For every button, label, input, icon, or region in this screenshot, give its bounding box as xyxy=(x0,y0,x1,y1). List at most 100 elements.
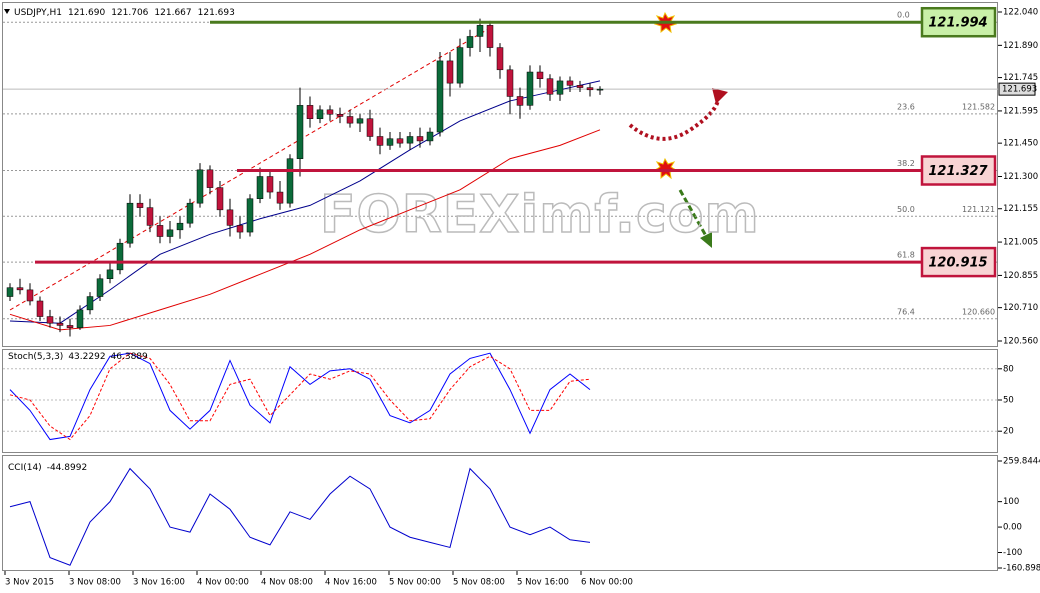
fib-level: 76.4 xyxy=(897,307,915,316)
candle-body xyxy=(186,202,194,224)
candle-body xyxy=(596,88,604,91)
candle-body xyxy=(216,187,224,211)
indicator-title: CCI(14) xyxy=(8,463,42,473)
fib-level: 0.0 xyxy=(897,11,910,20)
y-tick-label: 121.005 xyxy=(1003,238,1038,248)
candle-body xyxy=(86,296,94,311)
candle-body xyxy=(166,229,174,237)
x-tick-label: 4 Nov 16:00 xyxy=(325,578,377,588)
candle-body xyxy=(276,191,284,204)
up-arrow xyxy=(628,95,721,141)
candle-body xyxy=(366,118,374,137)
candle-body xyxy=(346,116,354,124)
chart-header: USDJPY,H1 121.690 121.706 121.667 121.693 xyxy=(14,8,235,18)
candle-body xyxy=(226,209,234,226)
y-tick-label: 259.8444 xyxy=(1003,457,1040,467)
candle-body xyxy=(176,222,184,231)
candle-body xyxy=(536,71,544,79)
y-tick-label: 120.710 xyxy=(1003,303,1038,313)
level-label: 120.915 xyxy=(928,256,987,271)
menu-triangle xyxy=(4,9,10,14)
x-tick-label: 3 Nov 16:00 xyxy=(133,578,185,588)
y-tick-label: 0.00 xyxy=(1003,523,1022,533)
y-tick-label: 121.155 xyxy=(1003,204,1038,214)
stoch-panel xyxy=(2,349,998,453)
ohlc-value: 121.690 xyxy=(68,8,105,18)
burst-marker xyxy=(653,157,678,180)
candle-body xyxy=(106,269,114,280)
candle-body xyxy=(526,71,534,106)
fib-price: 121.121 xyxy=(962,205,995,214)
symbol: USDJPY,H1 xyxy=(14,8,62,18)
y-tick-label: 120.855 xyxy=(1003,271,1038,281)
up-arrow-head xyxy=(712,88,728,104)
fib-price: 121.582 xyxy=(962,102,995,111)
moving-average xyxy=(9,129,601,331)
candle-body xyxy=(6,287,14,297)
fib-level: 50.0 xyxy=(897,205,915,214)
y-tick-label: 20 xyxy=(1003,427,1014,437)
level-box xyxy=(920,246,997,278)
candle-body xyxy=(26,289,34,302)
candle-body xyxy=(506,69,514,97)
level-box xyxy=(920,6,997,38)
y-tick-label: 50 xyxy=(1003,396,1014,406)
candle-body xyxy=(406,136,414,144)
candle-body xyxy=(126,202,134,244)
candle-body xyxy=(206,169,214,188)
candle-body xyxy=(66,325,74,328)
level-label: 121.994 xyxy=(928,16,987,31)
candle-body xyxy=(46,316,54,324)
ohlc-value: 121.706 xyxy=(111,8,148,18)
candle-body xyxy=(116,242,124,271)
candle-body xyxy=(146,207,154,226)
candle-body xyxy=(426,131,434,142)
current-price-box xyxy=(998,82,1036,96)
candle-body xyxy=(576,85,584,88)
y-tick-label: -100 xyxy=(1003,548,1022,558)
y-tick-label: 121.595 xyxy=(1003,106,1038,116)
indicator-value: 43.2292 xyxy=(68,352,105,362)
fib-level: 61.8 xyxy=(897,251,915,260)
candle-body xyxy=(386,138,394,146)
candle-body xyxy=(296,105,304,159)
indicator-header: CCI(14) -44.8992 xyxy=(8,463,87,473)
y-tick-label: 80 xyxy=(1003,364,1014,374)
candle-body xyxy=(566,80,574,86)
candle-body xyxy=(476,25,484,37)
y-tick-label: 121.745 xyxy=(1003,73,1038,83)
y-tick-label: 120.560 xyxy=(1003,336,1038,346)
candle-body xyxy=(96,278,104,297)
candle-body xyxy=(266,176,274,193)
indicator-line xyxy=(9,352,591,441)
y-tick-label: -160.8988 xyxy=(1003,564,1040,574)
level-label: 121.327 xyxy=(928,164,988,179)
main-panel xyxy=(2,2,998,347)
candle-body xyxy=(136,202,144,208)
candle-body xyxy=(556,80,564,95)
candle-body xyxy=(156,225,164,237)
level-box xyxy=(920,155,997,186)
candle-body xyxy=(326,109,334,115)
current-price-label: 121.693 xyxy=(1002,85,1037,95)
candle-body xyxy=(416,136,424,142)
candle-body xyxy=(336,114,344,117)
indicator-header: Stoch(5,3,3) 43.2292 46.3889 xyxy=(8,352,148,362)
x-tick-label: 5 Nov 08:00 xyxy=(453,578,505,588)
candle-body xyxy=(466,36,474,48)
watermark: FOREXimf.com xyxy=(320,185,760,245)
fib-price: 120.660 xyxy=(962,307,995,316)
candle-body xyxy=(236,225,244,233)
indicator-value: -44.8992 xyxy=(47,463,87,473)
candle-body xyxy=(446,60,454,84)
y-tick-label: 121.450 xyxy=(1003,139,1038,149)
candle-body xyxy=(356,118,364,124)
candle-body xyxy=(586,87,594,91)
candle-body xyxy=(246,198,254,233)
fib-level: 38.2 xyxy=(897,159,915,168)
candle-body xyxy=(316,109,324,119)
indicator-line xyxy=(9,467,591,566)
indicator-value: 46.3889 xyxy=(111,352,148,362)
x-tick-label: 5 Nov 00:00 xyxy=(389,578,441,588)
